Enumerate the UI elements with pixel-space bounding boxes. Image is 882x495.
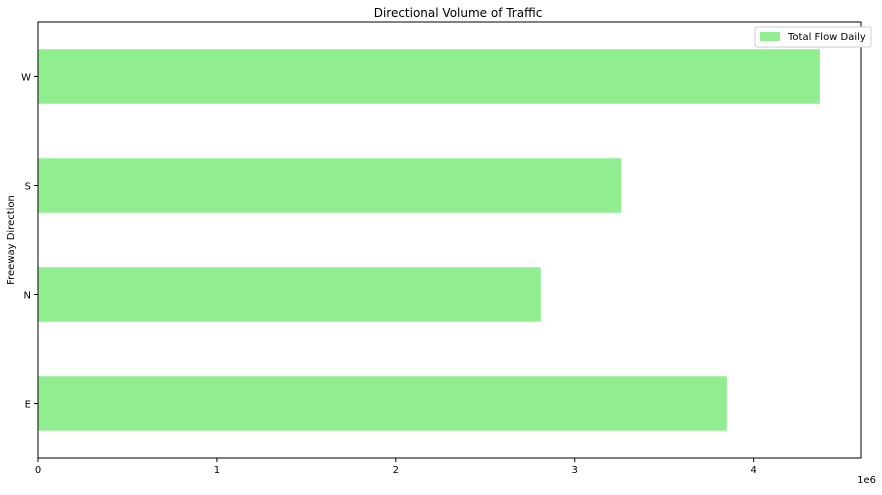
y-tick-label: E xyxy=(25,400,31,411)
chart-title: Directional Volume of Traffic xyxy=(374,6,543,20)
bar-W xyxy=(38,49,820,104)
x-tick-label: 4 xyxy=(750,465,756,476)
x-tick-label: 2 xyxy=(393,465,399,476)
bars-group xyxy=(38,49,820,431)
x-tick-label: 3 xyxy=(572,465,578,476)
legend: Total Flow Daily xyxy=(754,26,872,48)
x-tick-label: 0 xyxy=(35,465,41,476)
legend-label: Total Flow Daily xyxy=(787,32,866,43)
y-tick-label: N xyxy=(24,291,31,302)
legend-swatch xyxy=(760,32,780,41)
axes-group xyxy=(37,21,862,459)
y-tick-label: S xyxy=(25,182,31,193)
bar-S xyxy=(38,158,622,213)
x-tick-label: 1 xyxy=(214,465,220,476)
x-axis-offset-label: 1e6 xyxy=(857,475,876,486)
legend-frame xyxy=(754,26,872,48)
ticks-group: E N S W 0 1 2 3 4 xyxy=(21,73,757,477)
bar-N xyxy=(38,267,541,322)
y-tick-label: W xyxy=(21,73,31,84)
y-axis-label: Freeway Direction xyxy=(6,195,17,285)
plot-frame xyxy=(37,21,862,459)
bar-E xyxy=(38,376,727,431)
